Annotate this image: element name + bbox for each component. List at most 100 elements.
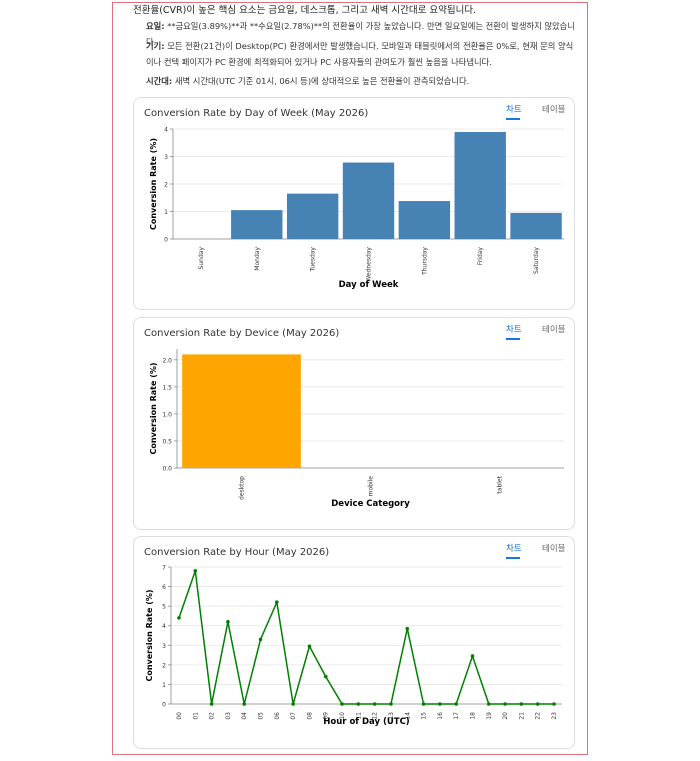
- x-tick-label: 03: [225, 712, 232, 720]
- y-tick-label: 5: [162, 604, 166, 611]
- point: [503, 702, 507, 706]
- x-tick-label: Wednesday: [366, 247, 373, 282]
- chart-card: Conversion Rate by Day of Week (May 2026…: [133, 97, 575, 310]
- chart-title: Conversion Rate by Hour (May 2026): [144, 547, 329, 558]
- x-axis-title: Device Category: [331, 499, 410, 509]
- y-axis-title: Conversion Rate (%): [149, 362, 158, 454]
- bar: [398, 201, 451, 239]
- point: [454, 702, 458, 706]
- x-tick-label: Sunday: [198, 247, 205, 270]
- tab[interactable]: 테이블: [542, 104, 566, 115]
- chart-title: Conversion Rate by Day of Week (May 2026…: [144, 108, 368, 119]
- chart: Conversion Rate by Day of Week (May 2026…: [144, 104, 566, 290]
- x-axis-title: Day of Week: [339, 280, 399, 290]
- x-tick-label: desktop: [239, 476, 246, 500]
- bullet-label: 기기:: [146, 41, 165, 51]
- point: [177, 616, 181, 620]
- point: [486, 702, 491, 706]
- x-tick-label: Friday: [477, 247, 484, 266]
- y-tick-label: 1.5: [162, 384, 172, 391]
- y-tick-label: 3: [164, 154, 168, 161]
- x-tick-label: 12: [372, 712, 379, 720]
- y-tick-label: 0.0: [162, 466, 172, 473]
- point: [552, 702, 556, 706]
- x-tick-label: 15: [421, 712, 428, 720]
- x-tick-label: 00: [176, 712, 183, 720]
- point: [291, 702, 295, 706]
- x-tick-label: 19: [486, 712, 493, 720]
- bullet: 시간대: 새벽 시간대(UTC 기준 01시, 06시 등)에 상대적으로 높은…: [146, 73, 578, 89]
- bar: [182, 354, 301, 468]
- point: [275, 600, 279, 605]
- y-tick-label: 6: [162, 584, 166, 591]
- chart-card: Conversion Rate by Hour (May 2026) 차트 테이블 0…: [133, 536, 575, 749]
- point: [470, 654, 475, 658]
- point: [421, 702, 426, 706]
- tab[interactable]: 테이블: [542, 324, 566, 335]
- bar: [510, 212, 562, 239]
- bullet-text: 새벽 시간대(UTC 기준 01시, 06시 등)에 상대적으로 높은 전환율이…: [174, 76, 470, 86]
- bullet-label: 시간대:: [146, 76, 173, 86]
- point: [519, 702, 524, 706]
- x-tick-label: 02: [209, 712, 216, 720]
- bar: [342, 162, 395, 239]
- point: [340, 702, 344, 706]
- x-tick-label: Monday: [254, 247, 261, 271]
- y-tick-label: 1.0: [162, 411, 172, 418]
- y-tick-label: 4: [162, 623, 166, 630]
- point: [209, 702, 214, 706]
- y-axis-title: Conversion Rate (%): [145, 589, 154, 681]
- line: [178, 570, 554, 705]
- bullet-text: **금요일(3.89%)**과 **수요일(2.78%)**의 전환율이 가장 …: [146, 21, 575, 47]
- x-tick-label: 04: [241, 712, 248, 720]
- bullet: 요일: **금요일(3.89%)**과 **수요일(2.78%)**의 전환율이…: [146, 18, 578, 50]
- point: [356, 702, 361, 706]
- y-tick-label: 2: [162, 662, 166, 669]
- point: [389, 702, 393, 706]
- tab[interactable]: 테이블: [542, 543, 566, 554]
- x-tick-label: tablet: [497, 475, 504, 493]
- x-tick-label: 20: [502, 712, 509, 720]
- x-tick-label: Tuesday: [310, 247, 317, 273]
- x-tick-label: 23: [551, 712, 558, 720]
- tab[interactable]: 차트: [506, 544, 522, 554]
- bullet: 기기: 모든 전환(21건)이 Desktop(PC) 환경에서만 발생했습니다…: [146, 38, 578, 70]
- x-tick-label: 11: [355, 712, 362, 720]
- y-tick-label: 1: [162, 682, 166, 689]
- tab[interactable]: 차트: [506, 325, 522, 335]
- chart: Conversion Rate by Device (May 2026) 차트 테이…: [144, 324, 566, 509]
- x-tick-label: 01: [192, 712, 199, 720]
- y-tick-label: 2.0: [162, 357, 172, 364]
- point: [258, 637, 263, 642]
- bar: [231, 210, 283, 239]
- point: [438, 702, 442, 706]
- bar: [286, 193, 339, 239]
- x-tick-label: 14: [404, 712, 411, 720]
- x-tick-label: 17: [453, 712, 460, 720]
- x-tick-label: 09: [323, 712, 330, 720]
- x-tick-label: 16: [437, 712, 444, 720]
- x-tick-label: 06: [274, 712, 281, 720]
- y-tick-label: 4: [164, 127, 168, 134]
- x-tick-label: 10: [339, 712, 346, 720]
- chart-title: Conversion Rate by Device (May 2026): [144, 328, 339, 339]
- x-tick-label: 22: [535, 712, 542, 720]
- x-axis-title: Hour of Day (UTC): [323, 717, 410, 727]
- y-tick-label: 0: [162, 702, 166, 709]
- y-tick-label: 0: [164, 237, 168, 244]
- y-axis-title: Conversion Rate (%): [149, 138, 158, 230]
- x-tick-label: 21: [518, 712, 525, 720]
- point: [372, 702, 377, 706]
- y-tick-label: 0.5: [162, 438, 172, 445]
- x-tick-label: Saturday: [533, 247, 540, 274]
- x-tick-label: Thursday: [421, 247, 428, 276]
- tab[interactable]: 차트: [506, 105, 522, 115]
- report-frame: [112, 2, 588, 755]
- x-tick-label: 18: [469, 712, 476, 720]
- x-tick-label: mobile: [368, 476, 375, 497]
- y-tick-label: 2: [164, 182, 168, 189]
- bar: [454, 132, 506, 239]
- point: [307, 644, 312, 649]
- bullet-text: 모든 전환(21건)이 Desktop(PC) 환경에서만 발생했습니다. 모바…: [146, 41, 574, 67]
